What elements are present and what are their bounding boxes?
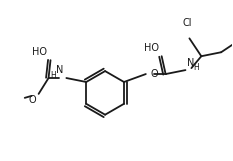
Text: O: O xyxy=(28,95,36,105)
Text: Cl: Cl xyxy=(183,19,192,28)
Text: H: H xyxy=(193,63,199,72)
Text: N: N xyxy=(56,65,63,75)
Text: N: N xyxy=(187,58,195,68)
Text: H: H xyxy=(51,71,56,80)
Text: HO: HO xyxy=(31,47,47,57)
Text: O: O xyxy=(151,69,158,79)
Text: HO: HO xyxy=(144,43,159,53)
